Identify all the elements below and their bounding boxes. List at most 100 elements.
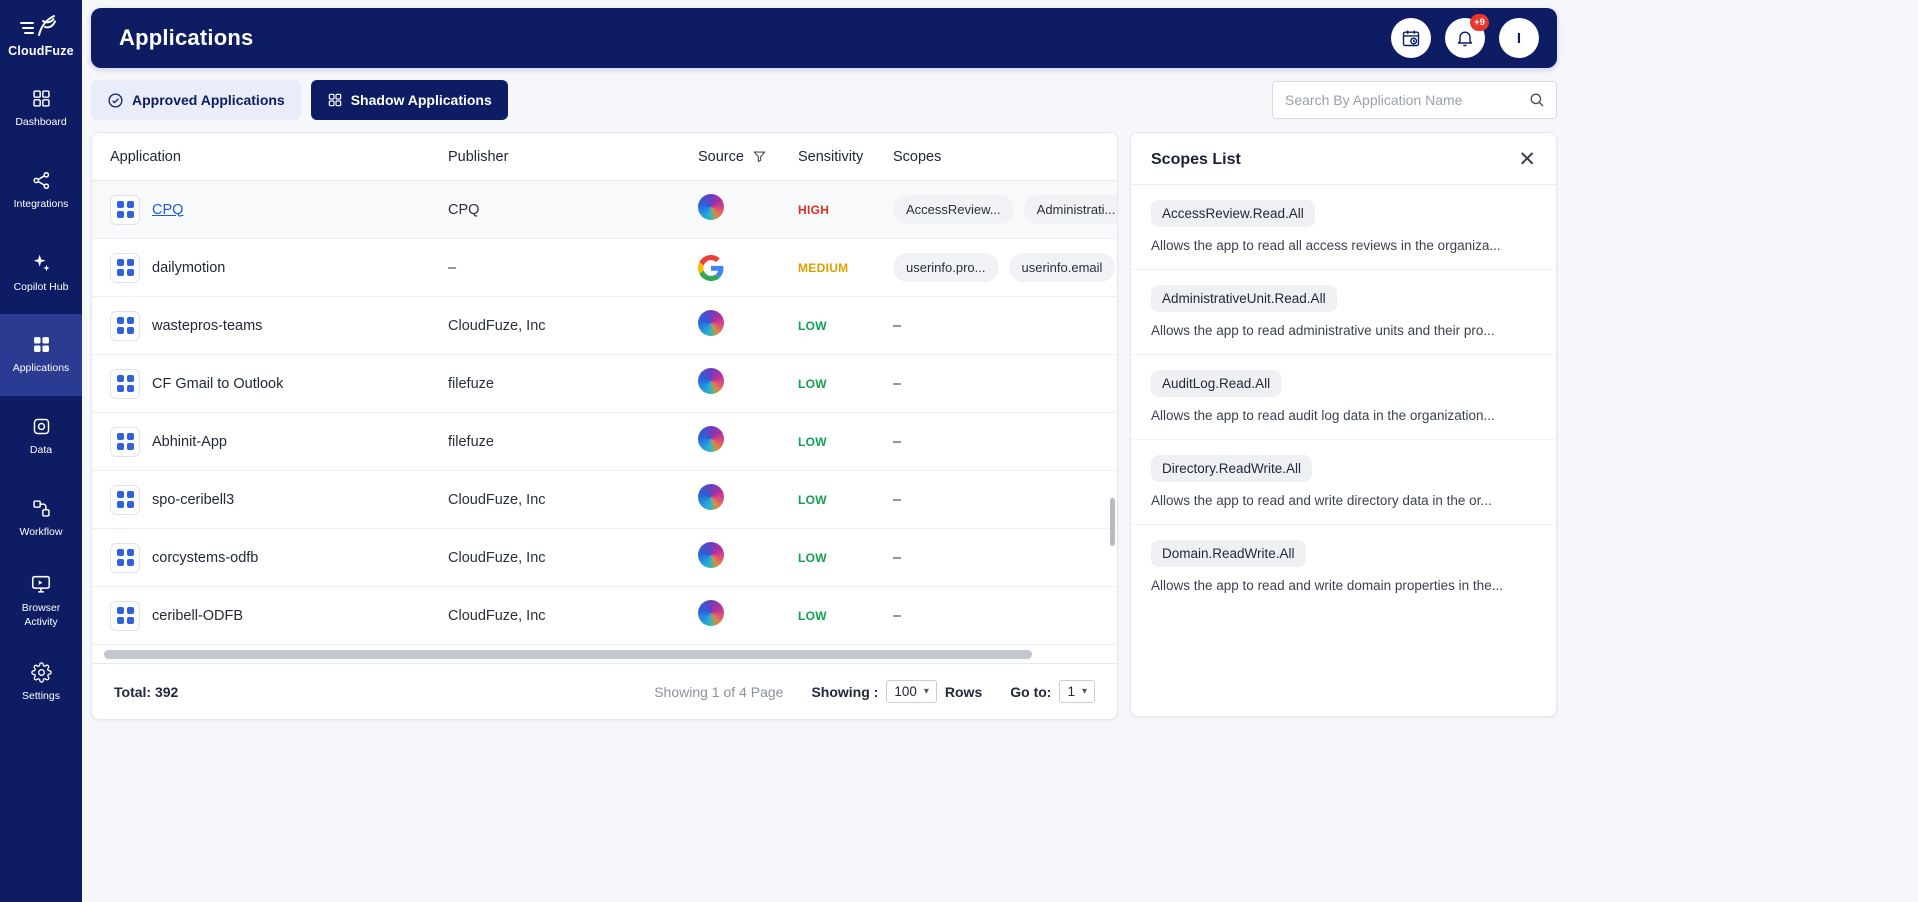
scope-description: Allows the app to read all access review… xyxy=(1151,238,1501,253)
sidebar: CloudFuze Dashboard Integrations Copilot xyxy=(0,0,82,902)
sidebar-item-label: Dashboard xyxy=(15,116,67,129)
cloudfuze-logo[interactable]: CloudFuze xyxy=(0,0,82,68)
browser-activity-icon xyxy=(30,573,52,595)
table-row[interactable]: wastepros-teams CloudFuze, Inc LOW – xyxy=(92,297,1117,355)
page-title: Applications xyxy=(119,25,254,50)
table-row[interactable]: CF Gmail to Outlook filefuze LOW – xyxy=(92,355,1117,413)
sidebar-item-integrations[interactable]: Integrations xyxy=(0,150,82,232)
close-icon[interactable]: ✕ xyxy=(1518,148,1536,171)
publisher: filefuze xyxy=(448,375,494,392)
sensitivity-badge: LOW xyxy=(798,318,827,333)
sidebar-item-label: Workflow xyxy=(19,526,63,539)
app-grid-icon xyxy=(110,426,140,457)
scopes-empty: – xyxy=(893,433,902,450)
sidebar-item-label: Browser Activity xyxy=(21,602,61,628)
rows-per-page-select[interactable]: 100 ▾ xyxy=(886,680,937,703)
publisher: CloudFuze, Inc xyxy=(448,549,546,566)
search-icon[interactable] xyxy=(1528,91,1546,109)
goto-label: Go to: xyxy=(1010,683,1052,700)
sidebar-item-label: Data xyxy=(29,444,53,457)
page-header: Applications xyxy=(91,8,1557,68)
table-row[interactable]: CPQ CPQ HIGH AccessReview... Administrat… xyxy=(92,181,1117,239)
application-search[interactable] xyxy=(1272,81,1557,119)
dashboard-grid-icon xyxy=(31,88,52,109)
scope-chip[interactable]: userinfo.pro... xyxy=(893,253,999,282)
filter-funnel-icon[interactable] xyxy=(752,149,767,164)
application-name-link[interactable]: CPQ xyxy=(152,201,184,218)
scope-description: Allows the app to read and write directo… xyxy=(1151,493,1492,508)
app-grid-icon xyxy=(110,194,140,225)
scopes-empty: – xyxy=(893,317,902,334)
vertical-scrollbar[interactable] xyxy=(1110,498,1115,546)
rows-label: Rows xyxy=(944,683,983,700)
scope-list-item: AccessReview.Read.All Allows the app to … xyxy=(1131,185,1556,270)
application-name[interactable]: corcystems-odfb xyxy=(152,549,259,566)
scope-list-item: AuditLog.Read.All Allows the app to read… xyxy=(1131,355,1556,440)
table-row[interactable]: Abhinit-App filefuze LOW – xyxy=(92,413,1117,471)
scope-chip[interactable]: userinfo.email xyxy=(1008,253,1116,282)
app-grid-icon xyxy=(110,310,140,341)
horizontal-scrollbar[interactable] xyxy=(104,649,1033,659)
application-name[interactable]: ceribell-ODFB xyxy=(152,607,244,624)
sensitivity-badge: HIGH xyxy=(798,202,830,217)
sensitivity-badge: LOW xyxy=(798,434,827,449)
app-grid-icon xyxy=(110,600,140,631)
user-avatar[interactable]: I xyxy=(1499,18,1539,58)
application-name[interactable]: wastepros-teams xyxy=(152,317,263,334)
scope-list-item: Directory.ReadWrite.All Allows the app t… xyxy=(1131,440,1556,525)
microsoft-365-icon xyxy=(698,484,724,510)
scopes-empty: – xyxy=(893,549,902,566)
microsoft-365-icon xyxy=(698,542,724,568)
workflow-icon xyxy=(31,498,52,519)
scope-name: Directory.ReadWrite.All xyxy=(1151,455,1313,482)
application-name[interactable]: Abhinit-App xyxy=(152,433,227,450)
publisher: CloudFuze, Inc xyxy=(448,317,546,334)
sidebar-item-workflow[interactable]: Workflow xyxy=(0,478,82,560)
column-source: Source xyxy=(698,148,744,165)
tab-approved-applications[interactable]: Approved Applications xyxy=(91,80,301,120)
notifications-button[interactable]: +9 xyxy=(1445,14,1489,58)
publisher: CloudFuze, Inc xyxy=(448,491,546,508)
tab-shadow-applications[interactable]: Shadow Applications xyxy=(310,80,508,120)
sidebar-item-copilot-hub[interactable]: Copilot Hub xyxy=(0,232,82,314)
integrations-nodes-icon xyxy=(31,170,52,191)
sidebar-item-label: Settings xyxy=(22,690,60,703)
horizontal-scroll-track xyxy=(100,647,1109,661)
table-row[interactable]: dailymotion – MEDIUM xyxy=(92,239,1117,297)
application-name[interactable]: CF Gmail to Outlook xyxy=(152,375,284,392)
scope-description: Allows the app to read and write domain … xyxy=(1151,578,1503,593)
showing-label: Showing : xyxy=(811,683,879,700)
table-row[interactable]: ceribell-ODFB CloudFuze, Inc LOW – xyxy=(92,587,1117,645)
sidebar-item-label: Applications xyxy=(12,362,70,375)
sidebar-item-dashboard[interactable]: Dashboard xyxy=(0,68,82,150)
app-grid-icon xyxy=(110,252,140,283)
sidebar-item-data[interactable]: Data xyxy=(0,396,82,478)
tab-label: Approved Applications xyxy=(132,92,285,108)
scope-description: Allows the app to read audit log data in… xyxy=(1151,408,1495,423)
search-input[interactable] xyxy=(1285,92,1528,108)
microsoft-365-icon xyxy=(698,194,724,220)
sensitivity-badge: MEDIUM xyxy=(798,260,849,275)
table-row[interactable]: corcystems-odfb CloudFuze, Inc LOW – xyxy=(92,529,1117,587)
scope-chip[interactable]: Administrati... xyxy=(1023,195,1117,224)
column-sensitivity: Sensitivity xyxy=(798,148,864,165)
sensitivity-badge: LOW xyxy=(798,376,827,391)
sidebar-item-settings[interactable]: Settings xyxy=(0,642,82,724)
check-circle-icon xyxy=(107,92,124,109)
scope-name: AdministrativeUnit.Read.All xyxy=(1151,285,1337,312)
app-grid-icon xyxy=(110,542,140,573)
bell-icon xyxy=(1455,28,1475,48)
sidebar-item-browser-activity[interactable]: Browser Activity xyxy=(0,560,82,642)
total-count: Total: 392 xyxy=(114,683,179,700)
applications-table: Application Publisher Source Sensitivity… xyxy=(91,132,1118,720)
table-row[interactable]: spo-ceribell3 CloudFuze, Inc LOW – xyxy=(92,471,1117,529)
shadow-apps-icon xyxy=(327,92,343,108)
scope-chip[interactable]: AccessReview... xyxy=(893,195,1014,224)
application-name[interactable]: dailymotion xyxy=(152,259,226,276)
sidebar-item-applications[interactable]: Applications xyxy=(0,314,82,396)
copilot-sparkle-icon xyxy=(30,252,52,274)
microsoft-365-icon xyxy=(698,426,724,452)
calendar-button[interactable] xyxy=(1391,18,1431,58)
goto-page-select[interactable]: 1 ▾ xyxy=(1059,680,1095,703)
application-name[interactable]: spo-ceribell3 xyxy=(152,491,235,508)
